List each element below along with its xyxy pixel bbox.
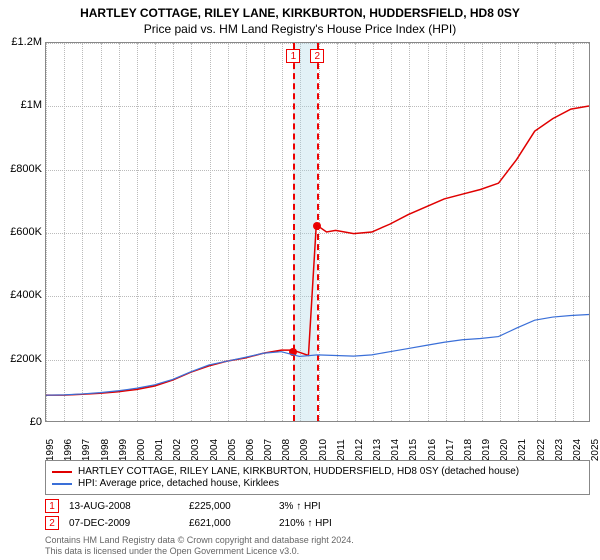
x-tick-label: 2014 <box>390 439 401 461</box>
plot-area: 12 <box>45 42 590 422</box>
series-lines <box>46 43 589 421</box>
x-tick-label: 2018 <box>463 439 474 461</box>
x-tick-label: 2024 <box>572 439 583 461</box>
transaction-price: £225,000 <box>189 501 279 512</box>
transaction-row: 1 13-AUG-2008£225,0003% ↑ HPI <box>45 498 399 514</box>
x-tick-label: 2021 <box>517 439 528 461</box>
x-tick-label: 2019 <box>481 439 492 461</box>
x-tick-label: 2015 <box>408 439 419 461</box>
x-tick-label: 2008 <box>281 439 292 461</box>
x-tick-label: 2013 <box>372 439 383 461</box>
y-tick-label: £0 <box>30 416 42 428</box>
legend: HARTLEY COTTAGE, RILEY LANE, KIRKBURTON,… <box>45 460 590 495</box>
transaction-row: 2 07-DEC-2009£621,000210% ↑ HPI <box>45 515 399 531</box>
legend-label: HARTLEY COTTAGE, RILEY LANE, KIRKBURTON,… <box>78 466 519 477</box>
y-tick-label: £1M <box>21 99 42 111</box>
footnote-line-2: This data is licensed under the Open Gov… <box>45 546 354 557</box>
x-tick-label: 2000 <box>136 439 147 461</box>
transaction-price: £621,000 <box>189 518 279 529</box>
y-tick-label: £600K <box>10 226 42 238</box>
series-property <box>46 106 589 395</box>
x-tick-label: 1995 <box>45 439 56 461</box>
transaction-date: 07-DEC-2009 <box>69 518 189 529</box>
x-tick-label: 2004 <box>209 439 220 461</box>
footnote-line-1: Contains HM Land Registry data © Crown c… <box>45 535 354 546</box>
legend-label: HPI: Average price, detached house, Kirk… <box>78 478 279 489</box>
chart-subtitle: Price paid vs. HM Land Registry's House … <box>0 20 600 36</box>
x-tick-label: 1999 <box>118 439 129 461</box>
y-tick-label: £200K <box>10 353 42 365</box>
legend-swatch <box>52 471 72 473</box>
x-tick-label: 1996 <box>63 439 74 461</box>
x-tick-label: 2025 <box>590 439 600 461</box>
x-tick-label: 2020 <box>499 439 510 461</box>
x-tick-label: 2011 <box>336 439 347 461</box>
transaction-index-box: 2 <box>45 516 59 530</box>
x-tick-label: 2001 <box>154 439 165 461</box>
transaction-index-box: 1 <box>45 499 59 513</box>
x-tick-label: 1997 <box>81 439 92 461</box>
transaction-date: 13-AUG-2008 <box>69 501 189 512</box>
legend-row: HARTLEY COTTAGE, RILEY LANE, KIRKBURTON,… <box>52 466 583 477</box>
x-tick-label: 2022 <box>536 439 547 461</box>
x-tick-label: 2010 <box>318 439 329 461</box>
transaction-delta: 3% ↑ HPI <box>279 501 399 512</box>
y-tick-label: £1.2M <box>11 36 42 48</box>
y-tick-label: £800K <box>10 163 42 175</box>
x-tick-label: 2023 <box>554 439 565 461</box>
x-tick-label: 2012 <box>354 439 365 461</box>
x-tick-label: 1998 <box>100 439 111 461</box>
x-tick-label: 2005 <box>227 439 238 461</box>
chart-title: HARTLEY COTTAGE, RILEY LANE, KIRKBURTON,… <box>0 0 600 20</box>
x-tick-label: 2007 <box>263 439 274 461</box>
series-hpi <box>46 315 589 396</box>
x-tick-label: 2002 <box>172 439 183 461</box>
x-tick-label: 2017 <box>445 439 456 461</box>
legend-swatch <box>52 483 72 485</box>
y-tick-label: £400K <box>10 289 42 301</box>
x-tick-label: 2009 <box>299 439 310 461</box>
footnote: Contains HM Land Registry data © Crown c… <box>45 535 354 558</box>
transaction-delta: 210% ↑ HPI <box>279 518 399 529</box>
x-tick-label: 2016 <box>427 439 438 461</box>
x-tick-label: 2003 <box>190 439 201 461</box>
x-tick-label: 2006 <box>245 439 256 461</box>
transaction-table: 1 13-AUG-2008£225,0003% ↑ HPI 2 07-DEC-2009… <box>45 497 399 532</box>
legend-row: HPI: Average price, detached house, Kirk… <box>52 478 583 489</box>
x-axis-ticks: 1995199619971998199920002001200220032004… <box>45 424 590 454</box>
